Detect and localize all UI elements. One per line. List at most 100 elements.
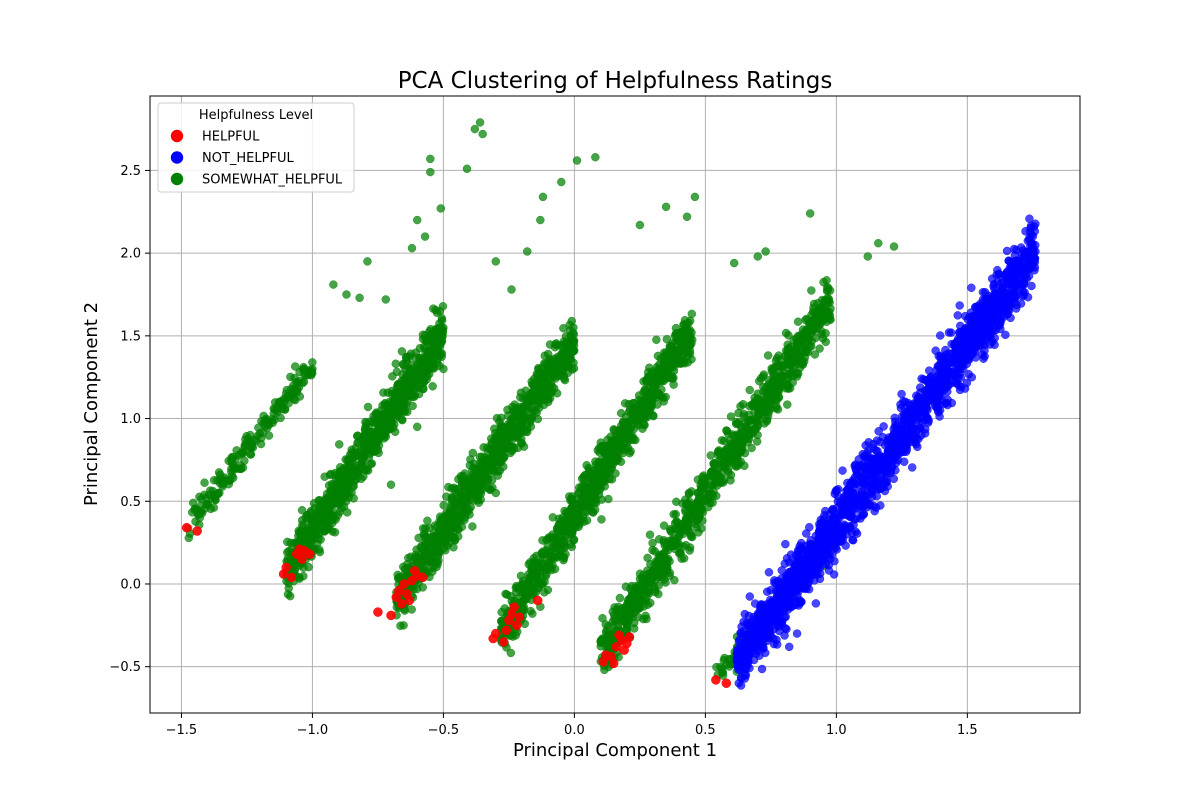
somewhat-helpful-point bbox=[475, 118, 485, 127]
somewhat-helpful-point bbox=[355, 293, 364, 303]
somewhat-helpful-point bbox=[763, 351, 773, 360]
somewhat-helpful-point bbox=[639, 614, 648, 624]
somewhat-helpful-point bbox=[621, 443, 631, 453]
somewhat-helpful-point bbox=[747, 443, 756, 453]
somewhat-helpful-point bbox=[411, 366, 421, 375]
somewhat-helpful-point bbox=[418, 330, 428, 340]
somewhat-helpful-point bbox=[513, 583, 522, 592]
somewhat-helpful-point bbox=[527, 377, 536, 386]
not-helpful-point bbox=[805, 522, 814, 532]
somewhat-helpful-point bbox=[379, 388, 388, 397]
somewhat-helpful-point bbox=[680, 338, 689, 347]
somewhat-helpful-point bbox=[552, 355, 562, 364]
somewhat-helpful-point bbox=[290, 362, 300, 371]
somewhat-helpful-point bbox=[341, 455, 350, 464]
somewhat-helpful-point bbox=[391, 359, 401, 369]
somewhat-helpful-point bbox=[657, 572, 666, 582]
somewhat-helpful-point bbox=[808, 307, 818, 317]
somewhat-helpful-point bbox=[461, 507, 470, 517]
somewhat-helpful-point bbox=[392, 408, 401, 417]
somewhat-helpful-point bbox=[807, 286, 816, 295]
somewhat-helpful-point bbox=[398, 387, 408, 396]
somewhat-helpful-point bbox=[591, 487, 601, 497]
somewhat-helpful-point bbox=[312, 511, 322, 521]
somewhat-helpful-point bbox=[462, 496, 471, 506]
somewhat-helpful-point bbox=[540, 359, 549, 368]
somewhat-helpful-point bbox=[712, 662, 721, 672]
somewhat-helpful-point bbox=[399, 407, 409, 417]
somewhat-helpful-point bbox=[536, 215, 545, 225]
somewhat-helpful-point bbox=[502, 439, 511, 448]
somewhat-helpful-point bbox=[509, 423, 518, 433]
somewhat-helpful-point bbox=[457, 481, 467, 490]
somewhat-helpful-point bbox=[511, 431, 521, 441]
somewhat-helpful-point bbox=[784, 331, 793, 340]
somewhat-helpful-point bbox=[792, 339, 802, 349]
somewhat-helpful-point bbox=[648, 538, 657, 548]
somewhat-helpful-point bbox=[661, 392, 670, 402]
somewhat-helpful-point bbox=[637, 396, 646, 406]
somewhat-helpful-point bbox=[582, 461, 591, 470]
somewhat-helpful-point bbox=[381, 428, 390, 437]
somewhat-helpful-point bbox=[598, 458, 607, 467]
somewhat-helpful-point bbox=[295, 574, 304, 583]
somewhat-helpful-point bbox=[763, 388, 773, 398]
somewhat-helpful-point bbox=[420, 538, 430, 547]
somewhat-helpful-point bbox=[310, 504, 319, 513]
somewhat-helpful-point bbox=[764, 376, 774, 385]
somewhat-helpful-point bbox=[406, 349, 416, 358]
somewhat-helpful-point bbox=[539, 550, 548, 559]
somewhat-helpful-point bbox=[707, 481, 716, 490]
somewhat-helpful-point bbox=[488, 456, 497, 466]
somewhat-helpful-point bbox=[392, 367, 402, 377]
somewhat-helpful-point bbox=[719, 436, 729, 446]
somewhat-helpful-point bbox=[491, 488, 501, 498]
somewhat-helpful-point bbox=[443, 516, 453, 526]
somewhat-helpful-point bbox=[533, 371, 542, 380]
somewhat-helpful-point bbox=[714, 447, 723, 456]
somewhat-helpful-point bbox=[219, 475, 229, 484]
somewhat-helpful-point bbox=[499, 430, 508, 440]
somewhat-helpful-point bbox=[805, 209, 815, 218]
somewhat-helpful-point bbox=[639, 420, 649, 429]
somewhat-helpful-point bbox=[393, 570, 402, 580]
somewhat-helpful-point bbox=[615, 593, 625, 603]
somewhat-helpful-point bbox=[687, 339, 696, 348]
somewhat-helpful-point bbox=[679, 542, 688, 551]
somewhat-helpful-point bbox=[380, 400, 390, 409]
somewhat-helpful-point bbox=[722, 453, 731, 462]
somewhat-helpful-point bbox=[447, 484, 456, 493]
somewhat-helpful-point bbox=[540, 376, 549, 386]
somewhat-helpful-point bbox=[555, 531, 565, 541]
somewhat-helpful-point bbox=[436, 338, 445, 347]
somewhat-helpful-point bbox=[483, 476, 493, 485]
somewhat-helpful-point bbox=[483, 483, 493, 493]
somewhat-helpful-point bbox=[648, 389, 658, 398]
somewhat-helpful-point bbox=[423, 516, 432, 526]
somewhat-helpful-point bbox=[731, 462, 741, 471]
somewhat-helpful-point bbox=[540, 588, 549, 597]
somewhat-helpful-point bbox=[361, 417, 370, 427]
somewhat-helpful-point bbox=[631, 601, 640, 611]
somewhat-helpful-point bbox=[661, 202, 671, 212]
somewhat-helpful-point bbox=[308, 364, 317, 374]
somewhat-helpful-point bbox=[743, 433, 753, 442]
somewhat-helpful-point bbox=[204, 490, 214, 500]
somewhat-helpful-point bbox=[707, 472, 717, 482]
somewhat-helpful-point bbox=[760, 419, 769, 428]
somewhat-helpful-point bbox=[357, 459, 366, 469]
somewhat-helpful-point bbox=[526, 558, 535, 567]
somewhat-helpful-point bbox=[863, 252, 873, 261]
somewhat-helpful-point bbox=[280, 405, 290, 414]
somewhat-helpful-point bbox=[414, 389, 424, 399]
somewhat-helpful-point bbox=[479, 443, 488, 452]
somewhat-helpful-point bbox=[796, 352, 805, 361]
somewhat-helpful-point bbox=[630, 413, 639, 423]
somewhat-helpful-point bbox=[735, 433, 744, 442]
somewhat-helpful-point bbox=[286, 538, 295, 548]
somewhat-helpful-point bbox=[246, 450, 256, 459]
somewhat-helpful-point bbox=[557, 177, 566, 187]
somewhat-helpful-point bbox=[399, 621, 408, 630]
somewhat-helpful-point bbox=[753, 252, 763, 261]
